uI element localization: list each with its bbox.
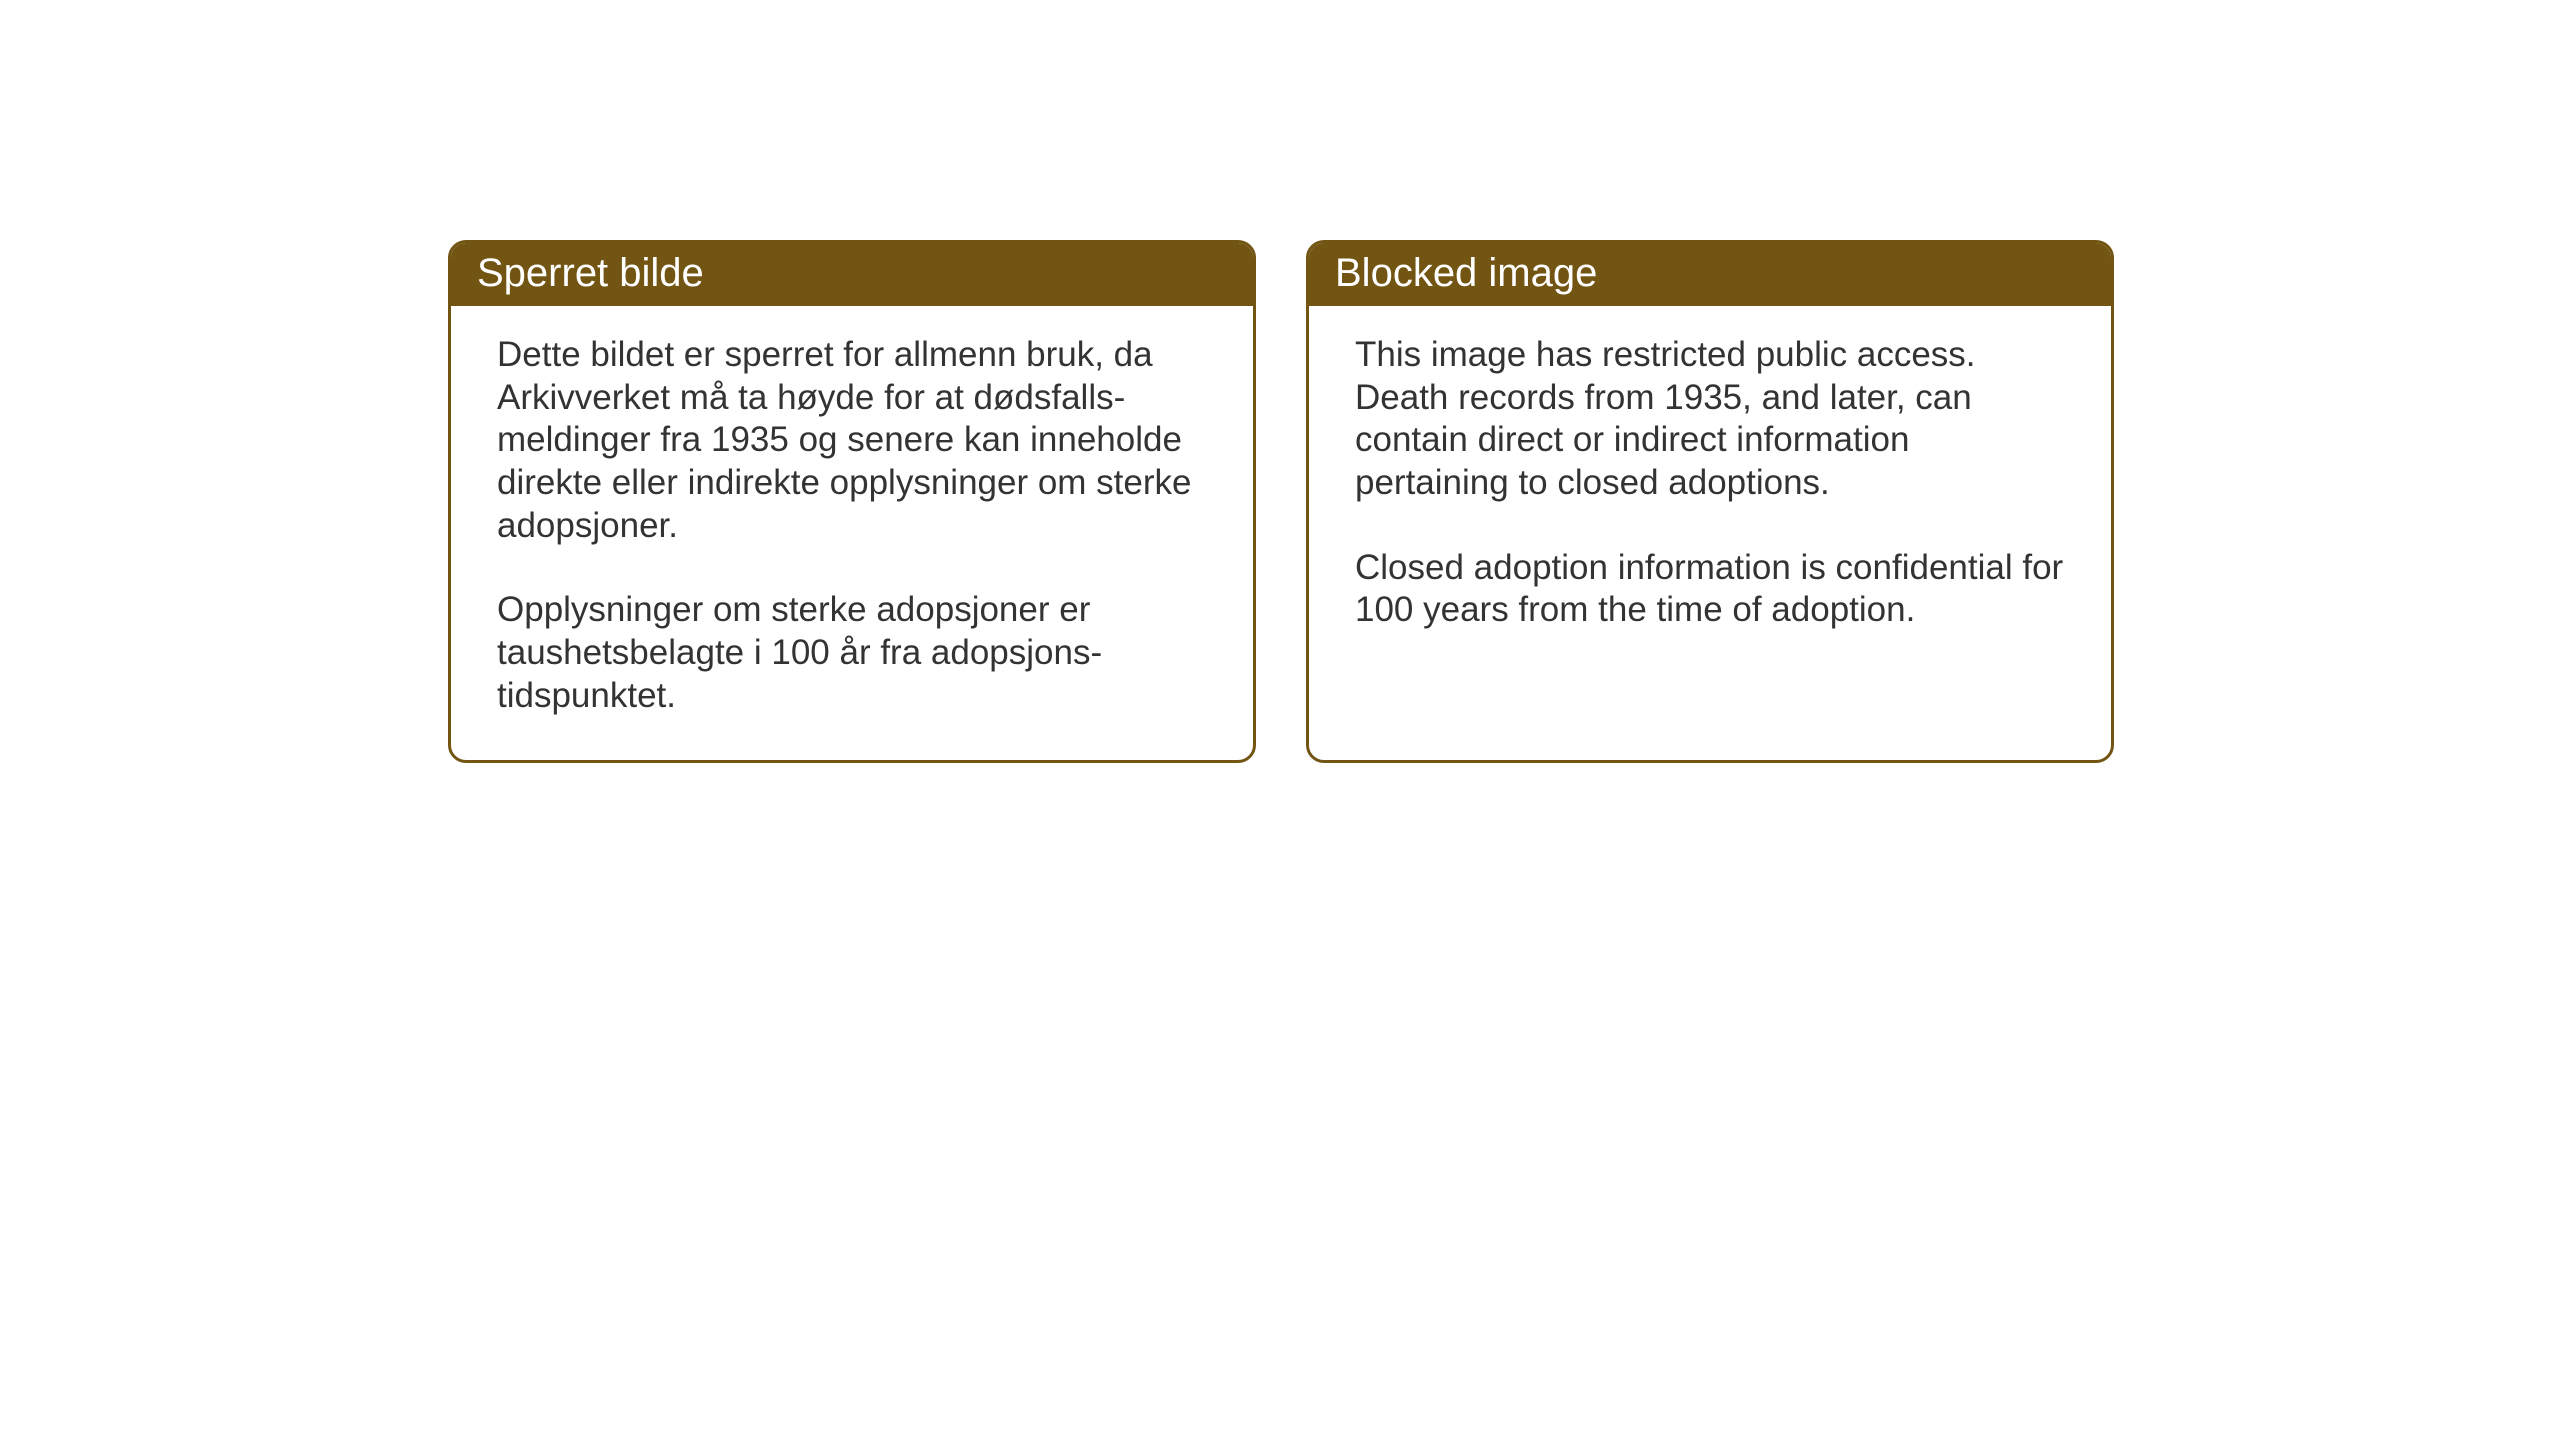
notice-card-english-body: This image has restricted public access.… [1309,306,2111,746]
notice-card-norwegian: Sperret bilde Dette bildet er sperret fo… [448,240,1256,763]
notice-card-english-title: Blocked image [1335,251,1597,295]
notice-card-norwegian-body: Dette bildet er sperret for allmenn bruk… [451,306,1253,760]
notice-card-english-paragraph-2: Closed adoption information is confident… [1355,547,2065,632]
notice-card-english-paragraph-1: This image has restricted public access.… [1355,334,2065,505]
notice-card-norwegian-paragraph-2: Opplysninger om sterke adopsjoner er tau… [497,589,1207,717]
notice-card-english: Blocked image This image has restricted … [1306,240,2114,763]
notice-card-norwegian-paragraph-1: Dette bildet er sperret for allmenn bruk… [497,334,1207,547]
notice-container: Sperret bilde Dette bildet er sperret fo… [448,240,2114,763]
notice-card-norwegian-title: Sperret bilde [477,251,704,295]
notice-card-english-header: Blocked image [1309,243,2111,306]
notice-card-norwegian-header: Sperret bilde [451,243,1253,306]
